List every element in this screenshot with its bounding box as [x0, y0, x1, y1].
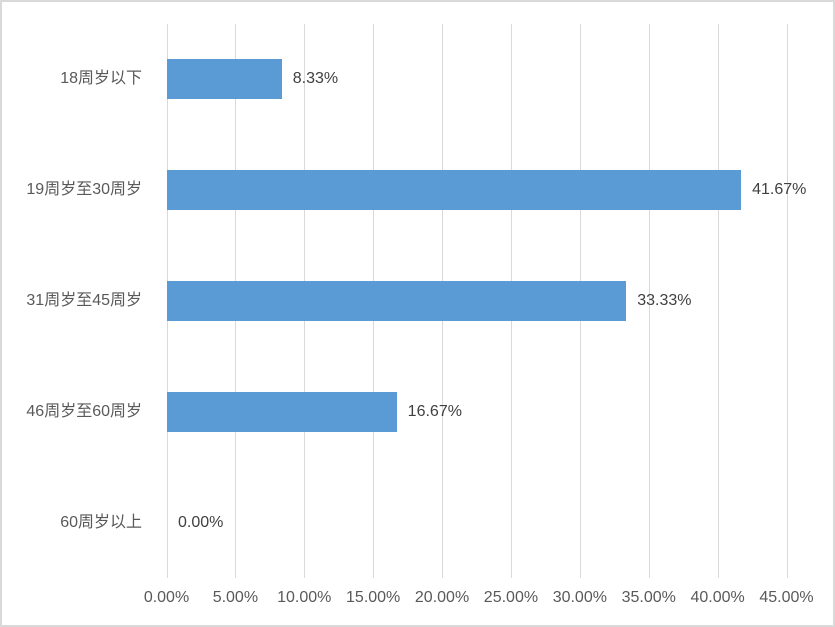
x-axis-tick-label: 30.00%	[552, 589, 607, 606]
gridline	[717, 24, 719, 578]
bar	[167, 59, 282, 100]
data-label: 8.33%	[292, 70, 339, 88]
gridline	[786, 24, 788, 578]
bar	[167, 391, 397, 432]
x-axis-tick-label: 25.00%	[483, 589, 539, 606]
x-axis-tick-label: 40.00%	[690, 589, 745, 606]
data-label: 41.67%	[752, 181, 807, 199]
x-axis-tick-label: 45.00%	[759, 589, 814, 606]
x-axis-tick-label: 15.00%	[346, 589, 401, 606]
x-axis-tick-label: 35.00%	[621, 589, 676, 606]
category-label: 60周岁以上	[60, 513, 142, 531]
category-label: 31周岁至45周岁	[26, 292, 142, 309]
gridline	[648, 24, 650, 578]
category-label: 18周岁以下	[60, 70, 142, 88]
category-label: 19周岁至30周岁	[26, 181, 142, 199]
x-axis-tick-label: 20.00%	[414, 589, 470, 606]
category-label: 46周岁至60周岁	[26, 402, 142, 420]
data-label: 0.00%	[178, 513, 224, 531]
data-label: 16.67%	[407, 402, 462, 420]
x-axis-tick-label: 0.00%	[143, 589, 190, 606]
x-axis-tick-label: 5.00%	[212, 589, 259, 606]
data-label: 33.33%	[637, 292, 692, 309]
bar	[167, 170, 742, 211]
bar	[167, 281, 627, 321]
x-axis-tick-label: 10.00%	[277, 589, 332, 606]
